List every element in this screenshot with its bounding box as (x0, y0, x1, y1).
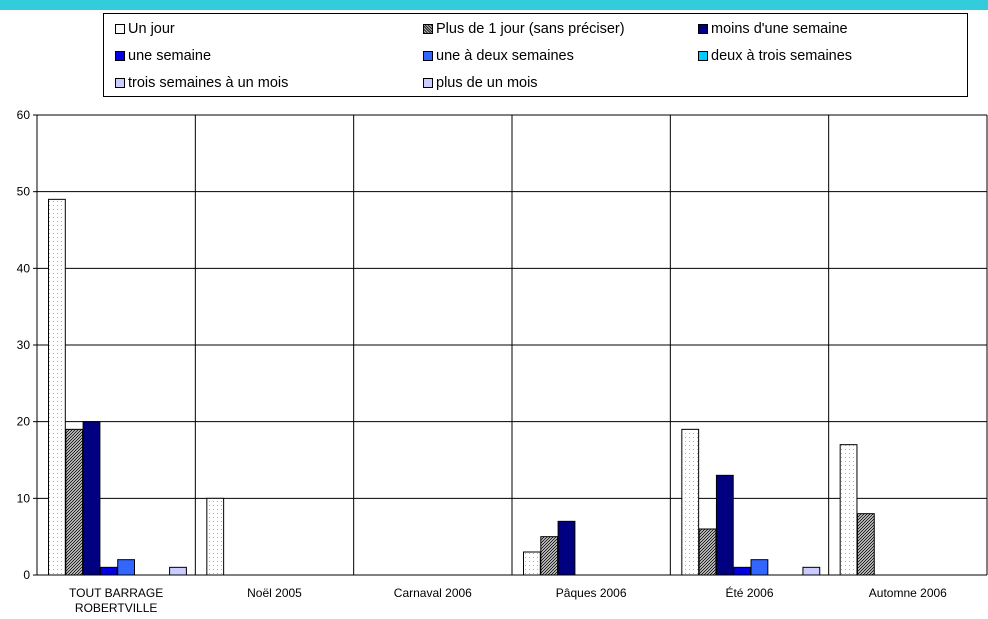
bar (733, 566, 752, 576)
axis-layer: 0 10 20 30 40 50 60 TOUT BARRAGE ROBERTVILLE Noël… (17, 108, 987, 615)
bar (856, 513, 875, 576)
bar (681, 428, 700, 576)
bar (117, 559, 135, 576)
bar (698, 528, 717, 576)
bar (750, 559, 769, 576)
bar (839, 444, 858, 576)
legend-swatch (115, 51, 125, 61)
legend-label: deux à trois semaines (711, 48, 853, 64)
y-tick-label: 40 (17, 261, 31, 275)
bar (48, 198, 66, 576)
legend-item-moins-une-semaine: moins d'une semaine (698, 20, 848, 38)
chart-legend: Un jour Plus de 1 jour (sans préciser) m… (103, 13, 968, 97)
legend-item-plus-de-un-mois: plus de un mois (423, 74, 538, 92)
legend-item-plus-de-1-jour: Plus de 1 jour (sans préciser) (423, 20, 625, 38)
legend-swatch (698, 24, 708, 34)
y-tick-label: 0 (23, 568, 30, 582)
bar (715, 474, 734, 576)
x-category-label: Pâques 2006 (556, 586, 627, 600)
legend-swatch (115, 78, 125, 88)
legend-label: Plus de 1 jour (sans préciser) (436, 21, 625, 37)
legend-swatch (423, 51, 433, 61)
legend-swatch (698, 51, 708, 61)
legend-swatch (115, 24, 125, 34)
legend-label: trois semaines à un mois (128, 75, 289, 91)
top-color-band (0, 0, 988, 10)
x-category-label: Automne 2006 (869, 586, 947, 600)
legend-label: plus de un mois (436, 75, 538, 91)
bar (206, 497, 225, 576)
legend-item-trois-semaines-a-un-mois: trois semaines à un mois (115, 74, 288, 92)
bar (65, 428, 84, 576)
bar (557, 520, 576, 576)
legend-label: moins d'une semaine (711, 21, 848, 37)
bar (99, 566, 118, 576)
bars-layer (48, 198, 875, 576)
legend-swatch (423, 78, 433, 88)
legend-label: Un jour (128, 21, 175, 37)
bar (540, 536, 559, 576)
bar (802, 566, 821, 576)
legend-item-une-semaine: une semaine (115, 47, 211, 65)
legend-label: une semaine (128, 48, 212, 64)
bar (82, 421, 101, 576)
y-tick-label: 10 (17, 491, 31, 505)
y-tick-label: 20 (17, 415, 31, 429)
legend-label: une à deux semaines (436, 48, 574, 64)
legend-swatch (423, 24, 433, 34)
bar (523, 551, 541, 576)
x-category-label: TOUT BARRAGE ROBERTVILLE (69, 586, 163, 615)
legend-item-une-a-deux-semaines: une à deux semaines (423, 47, 574, 65)
bar (169, 566, 187, 576)
y-tick-label: 50 (17, 185, 31, 199)
y-tick-label: 60 (17, 108, 31, 122)
y-tick-label: 30 (17, 338, 31, 352)
legend-item-deux-a-trois-semaines: deux à trois semaines (698, 47, 852, 65)
x-category-label: Noël 2005 (247, 586, 302, 600)
x-category-label: Été 2006 (725, 585, 773, 600)
legend-item-un-jour: Un jour (115, 20, 175, 38)
x-category-label: Carnaval 2006 (394, 586, 472, 600)
